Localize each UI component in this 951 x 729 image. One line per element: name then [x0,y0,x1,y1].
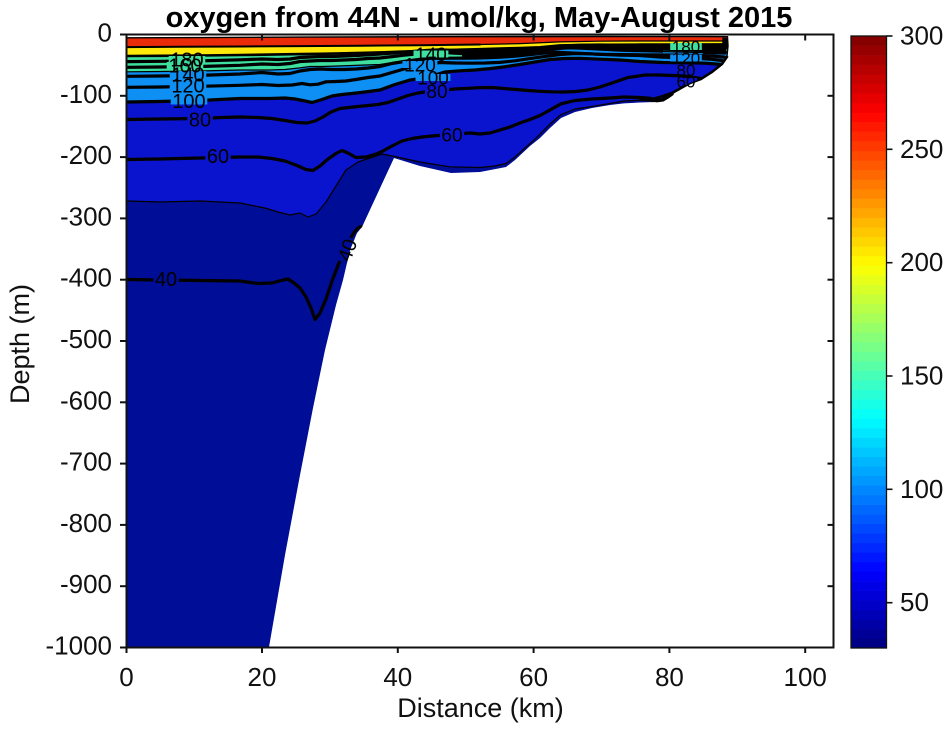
svg-text:180: 180 [672,38,700,57]
svg-text:-1000: -1000 [46,631,113,661]
svg-text:80: 80 [426,82,447,103]
svg-text:120: 120 [171,76,204,98]
svg-text:180: 180 [170,50,203,72]
svg-text:40: 40 [383,662,412,692]
svg-text:80: 80 [677,61,696,80]
svg-text:300: 300 [900,21,943,51]
svg-text:-100: -100 [60,79,112,109]
svg-text:120: 120 [404,55,436,76]
svg-text:80: 80 [189,110,211,132]
svg-text:-900: -900 [60,569,112,599]
svg-text:40: 40 [155,269,177,291]
svg-text:-200: -200 [60,140,112,170]
svg-text:60: 60 [519,662,548,692]
svg-text:-800: -800 [60,508,112,538]
svg-text:50: 50 [900,587,929,617]
svg-text:-600: -600 [60,385,112,415]
svg-text:150: 150 [900,361,943,391]
svg-text:200: 200 [900,247,943,277]
svg-text:-500: -500 [60,324,112,354]
svg-text:0: 0 [98,18,112,48]
svg-text:Depth (m): Depth (m) [5,284,35,404]
svg-text:140: 140 [415,45,447,66]
svg-text:oxygen from 44N - umol/kg, May: oxygen from 44N - umol/kg, May-August 20… [166,2,793,34]
svg-text:60: 60 [441,125,462,146]
svg-text:80: 80 [655,662,684,692]
svg-text:250: 250 [900,134,943,164]
svg-text:120: 120 [672,49,700,68]
svg-text:0: 0 [119,662,133,692]
svg-text:-700: -700 [60,447,112,477]
svg-text:140: 140 [171,65,204,87]
svg-text:Distance (km): Distance (km) [397,693,564,723]
svg-text:100: 100 [784,662,827,692]
svg-text:100: 100 [900,474,943,504]
svg-text:60: 60 [677,73,696,92]
svg-text:60: 60 [207,146,229,168]
svg-text:20: 20 [248,662,277,692]
svg-text:-300: -300 [60,201,112,231]
svg-text:-400: -400 [60,263,112,293]
svg-text:100: 100 [417,68,449,89]
svg-text:160: 160 [168,56,201,78]
svg-text:100: 100 [172,91,205,113]
